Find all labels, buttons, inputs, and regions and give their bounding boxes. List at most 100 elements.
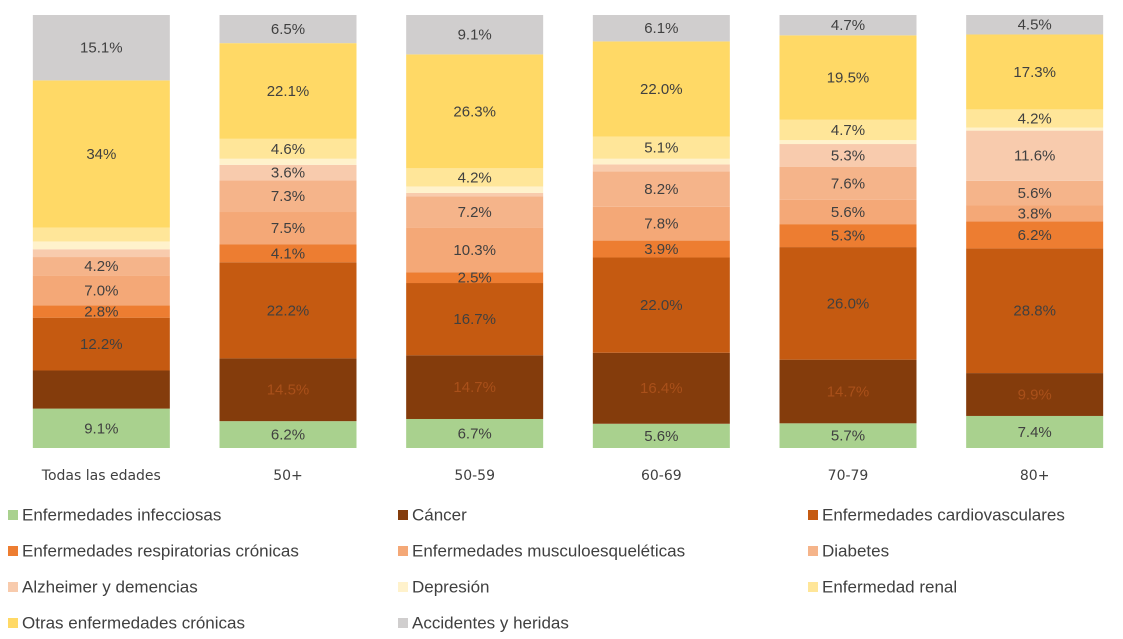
bar-segment (219, 262, 357, 359)
bar-segment (406, 196, 544, 228)
bar-segment (779, 423, 917, 448)
bar-segment (32, 305, 170, 318)
legend-label: Enfermedades musculoesqueléticas (412, 541, 685, 560)
bar-segment (966, 248, 1104, 374)
bar-segment (592, 257, 730, 353)
bar-segment (779, 166, 917, 200)
bar-segment (592, 164, 730, 172)
x-tick-label: 50+ (273, 468, 303, 484)
bar-segment (592, 41, 730, 137)
data-label: 4.6% (271, 141, 305, 158)
data-label: 14.5% (267, 382, 310, 399)
bar-segment (406, 168, 544, 187)
data-label: 7.4% (1018, 424, 1052, 441)
bar-segment (219, 358, 357, 422)
legend-swatch (398, 546, 408, 556)
bar-segment (219, 212, 357, 245)
bar-segment (966, 415, 1104, 448)
data-label: 7.6% (831, 175, 865, 192)
legend-swatch (8, 582, 18, 592)
bar-segment (779, 199, 917, 225)
bar-segment (966, 109, 1104, 128)
bar-segment (406, 283, 544, 356)
data-label: 9.1% (84, 420, 118, 437)
data-label: 14.7% (453, 379, 496, 396)
bar-segment (779, 247, 917, 360)
x-tick-label: 80+ (1020, 468, 1050, 484)
data-label: 6.2% (271, 427, 305, 444)
bar-segment (779, 224, 917, 248)
x-tick-label: 50-59 (454, 468, 495, 484)
bar-segment (966, 205, 1104, 222)
bar-segment (219, 421, 357, 448)
bar-segment (406, 272, 544, 284)
data-label: 22.0% (640, 81, 683, 98)
legend-swatch (398, 510, 408, 520)
bar-segment (779, 15, 917, 36)
bar-segment (32, 275, 170, 306)
data-label: 6.1% (644, 20, 678, 37)
data-label: 12.2% (80, 336, 123, 353)
bar-segment (779, 140, 917, 145)
legend-swatch (808, 510, 818, 520)
bar-segment (32, 249, 170, 258)
bar-segment (592, 15, 730, 42)
data-label: 4.1% (271, 245, 305, 262)
legend-label: Accidentes y heridas (412, 613, 569, 632)
bar-segment (592, 206, 730, 241)
bar-segment (966, 180, 1104, 206)
bar-segment (32, 15, 170, 81)
data-label: 26.3% (453, 103, 496, 120)
data-label: 5.1% (644, 140, 678, 157)
legend-label: Enfermedades infecciosas (22, 505, 221, 524)
data-label: 5.6% (1018, 185, 1052, 202)
data-label: 15.1% (80, 40, 123, 57)
legend-label: Cáncer (412, 505, 467, 524)
data-label: 7.3% (271, 188, 305, 205)
legend-swatch (8, 618, 18, 628)
bar-segment (406, 355, 544, 419)
bar-segment (219, 158, 357, 165)
bar-segment (592, 171, 730, 207)
bar-segment (32, 370, 170, 409)
data-label: 5.3% (831, 147, 865, 164)
bar-segment (406, 15, 544, 55)
data-label: 3.8% (1018, 205, 1052, 222)
data-label: 10.3% (453, 242, 496, 259)
bar-segment (219, 244, 357, 263)
legend-label: Enfermedades respiratorias crónicas (22, 541, 299, 560)
data-label: 4.2% (1018, 110, 1052, 127)
data-label: 8.2% (644, 181, 678, 198)
bar-segment (406, 54, 544, 169)
data-label: 19.5% (827, 70, 870, 87)
data-label: 3.6% (271, 165, 305, 182)
data-label: 7.5% (271, 220, 305, 237)
data-label: 5.6% (644, 428, 678, 445)
data-label: 7.8% (644, 216, 678, 233)
bar-segment (219, 138, 357, 159)
bar-segment (406, 418, 544, 448)
legend-label: Enfermedad renal (822, 577, 957, 596)
data-label: 4.2% (84, 258, 118, 275)
x-tick-label: 70-79 (828, 468, 869, 484)
data-label: 34% (86, 146, 116, 163)
bar-segment (406, 192, 544, 197)
data-label: 4.7% (831, 122, 865, 139)
bar-segment (779, 35, 917, 120)
data-label: 5.6% (831, 204, 865, 221)
data-label: 16.4% (640, 380, 683, 397)
data-label: 9.1% (458, 27, 492, 44)
data-label: 5.3% (831, 228, 865, 245)
bar-segment (219, 164, 357, 181)
data-label: 11.6% (1014, 148, 1055, 165)
bar-segment (779, 359, 917, 424)
legend-swatch (808, 546, 818, 556)
legend-swatch (8, 510, 18, 520)
data-label: 2.8% (84, 304, 118, 321)
data-label: 22.1% (267, 83, 310, 100)
data-label: 22.0% (640, 297, 683, 314)
legend-label: Alzheimer y demencias (22, 577, 198, 596)
bar-segment (406, 227, 544, 273)
legend-swatch (808, 582, 818, 592)
